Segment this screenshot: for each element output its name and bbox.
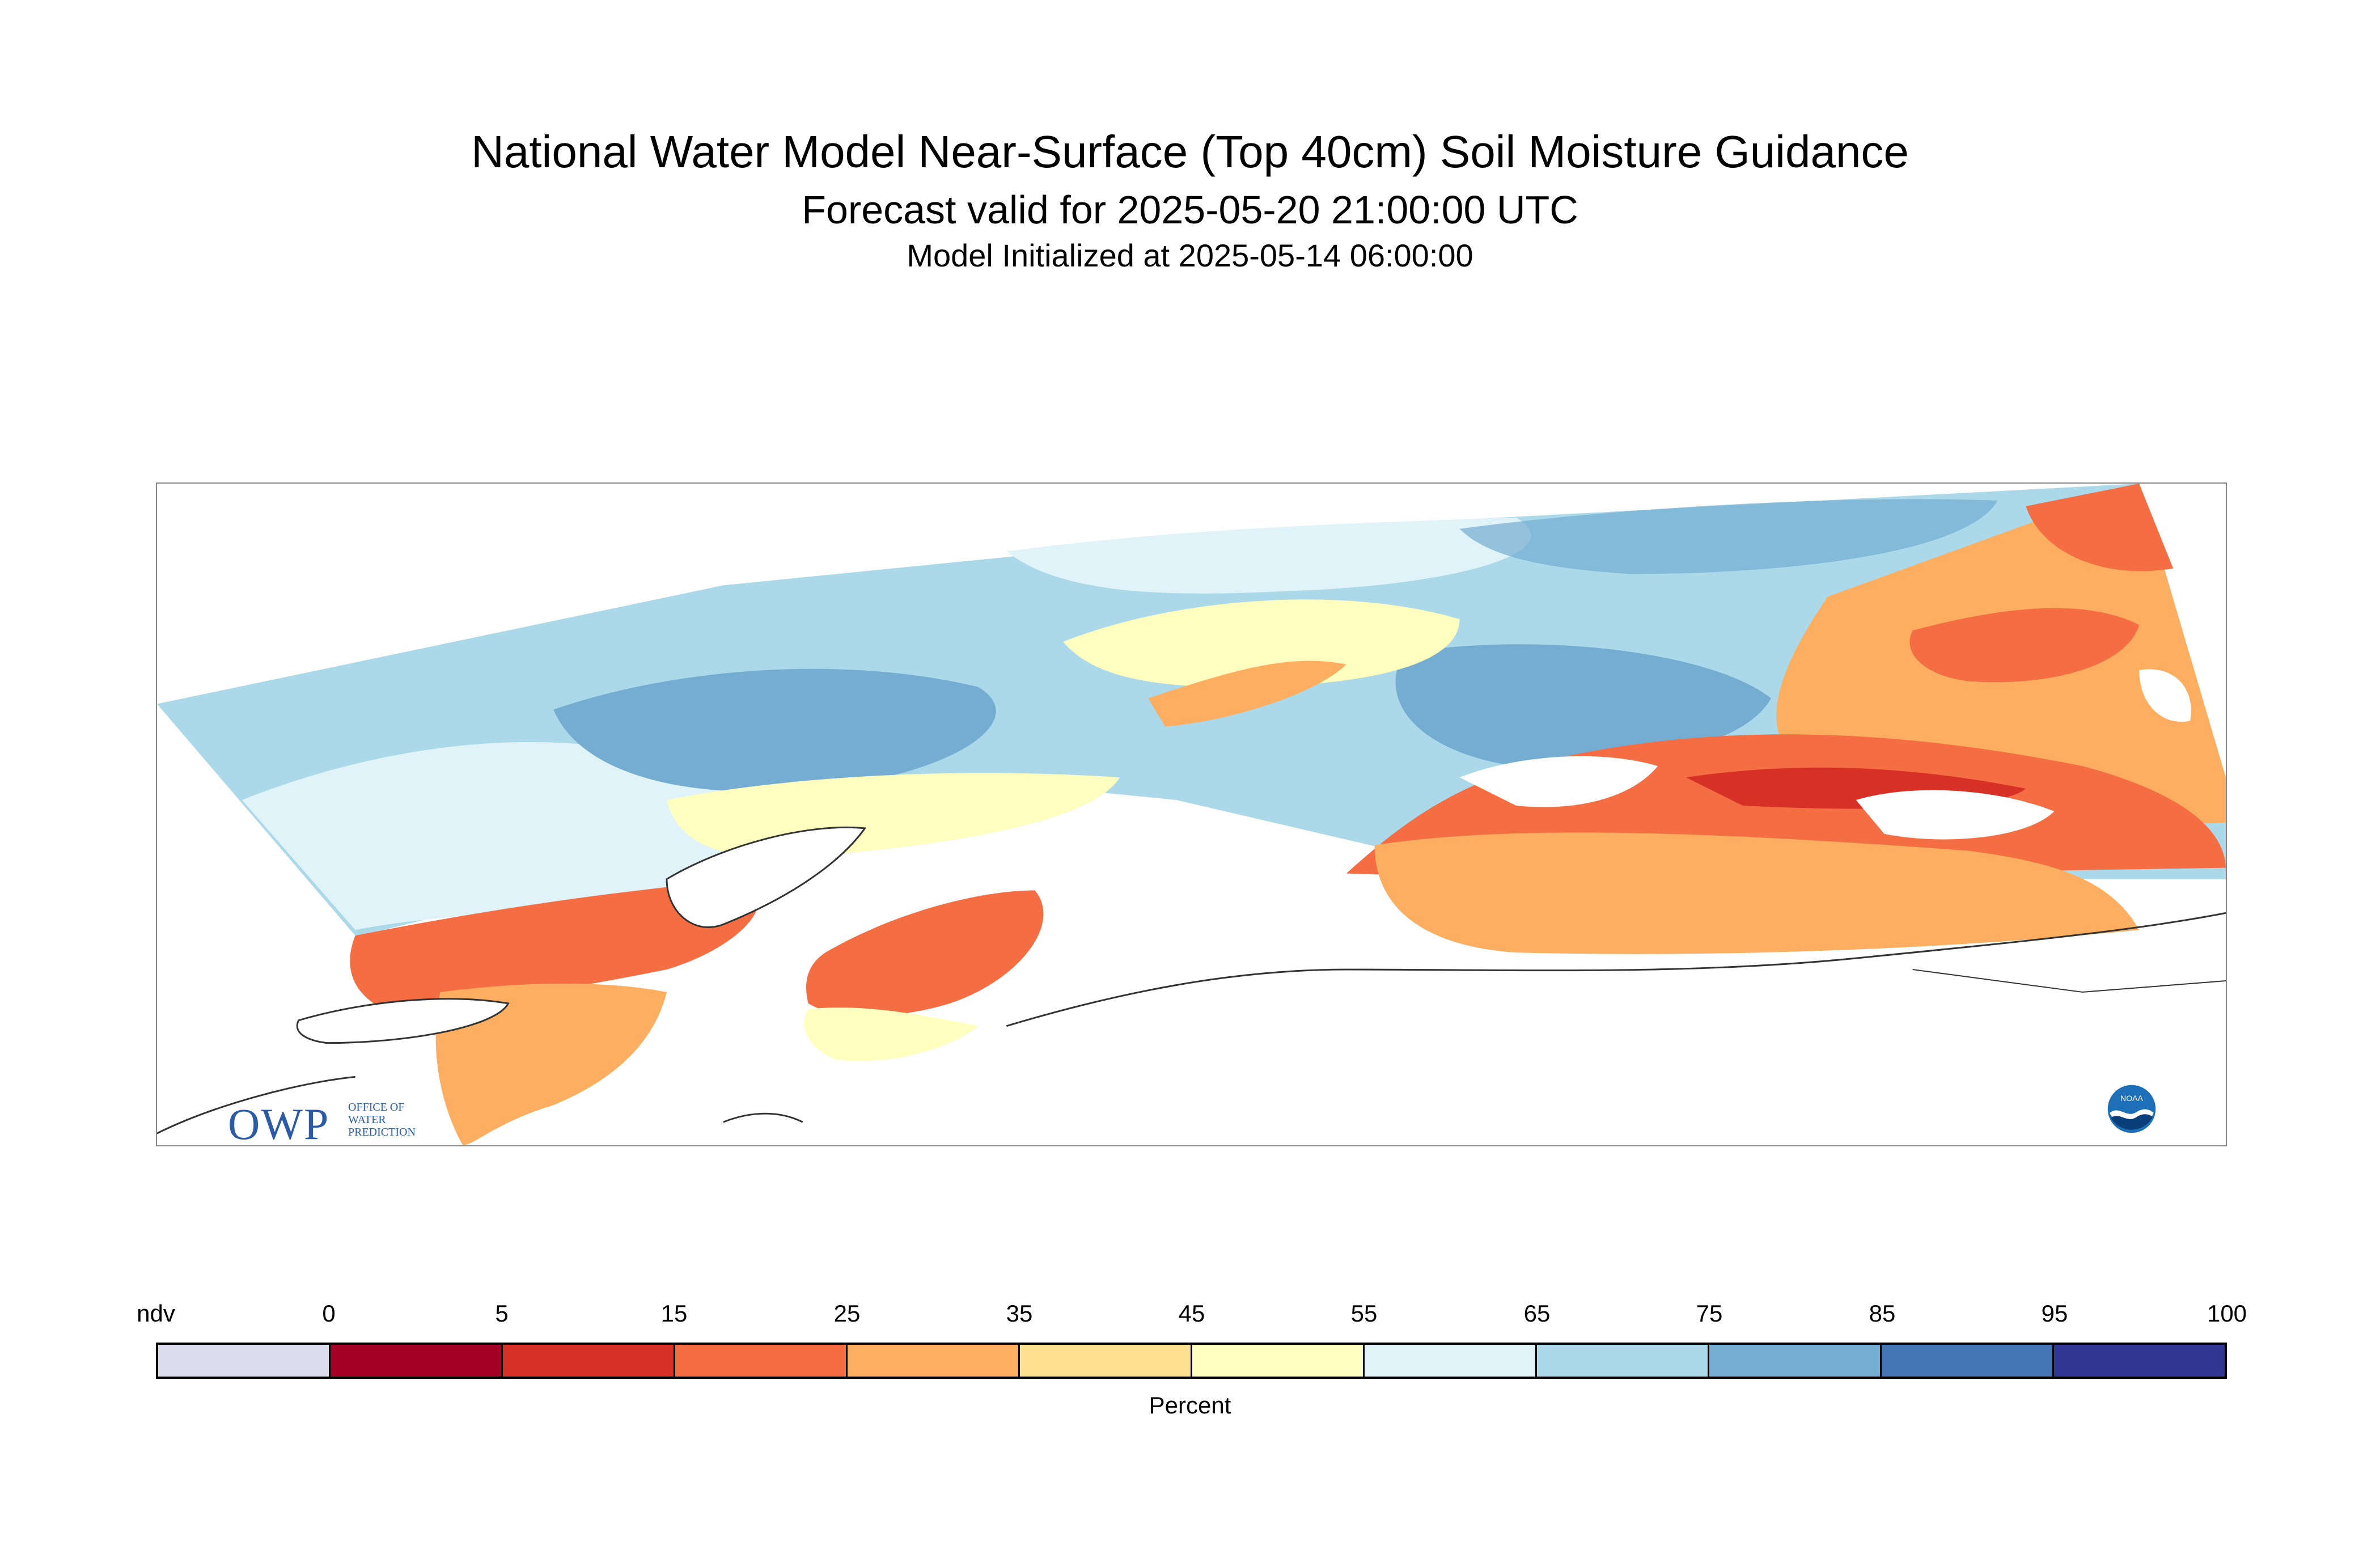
owp-sub-line: WATER [348,1113,386,1126]
no-data-area [1856,790,2055,840]
colorbar [156,1343,2227,1379]
colorbar-tick-label: 100 [2207,1300,2247,1327]
colorbar-tick-label: 95 [2041,1300,2068,1327]
colorbar-segment [1709,1345,1882,1377]
colorbar-tick-labels: ndv 0 5 15 25 35 45 55 65 75 85 95 100 [0,1300,2380,1334]
wet-core-west [553,668,996,792]
model-initialized-line: Model Initialized at 2025-05-14 06:00:00 [907,238,1473,273]
canada-border [1912,969,2226,993]
very-dry-east [1909,608,2140,683]
southwest-coastline [157,1075,355,1134]
colorbar-segment [675,1345,848,1377]
colorbar-tick-label: 35 [1006,1300,1033,1327]
colorbar-segment [1537,1345,1709,1377]
kenai-tip [804,1007,979,1061]
kenai-peninsula [806,890,1044,1017]
wet-core-north [1459,499,1998,574]
colorbar-segment [158,1345,331,1377]
colorbar-segment [848,1345,1020,1377]
map-panel: OWP OFFICE OF WATER PREDICTION NOAA [156,482,2227,1146]
bristol-bay [296,998,510,1044]
colorbar-tick-label: 25 [833,1300,861,1327]
owp-logo: OWP OFFICE OF WATER PREDICTION [228,1099,443,1146]
colorbar-segment [331,1345,503,1377]
owp-logo-subtitle: OFFICE OF WATER PREDICTION [348,1101,416,1138]
colorbar-tick-label: 15 [660,1300,688,1327]
owp-logo-letters: OWP [228,1099,330,1146]
moderate-moisture-band [1063,599,1460,687]
owp-sub-line: PREDICTION [348,1126,416,1138]
orange-streak [1148,660,1346,727]
cook-inlet [666,826,867,928]
colorbar-segment [1365,1345,1537,1377]
pale-wet-patch [242,742,747,930]
colorbar-tick-label: 5 [495,1300,509,1327]
colorbar-tick-label: ndv [137,1300,175,1327]
colorbar-segment [1192,1345,1365,1377]
no-data-area [2139,669,2191,722]
dry-region-southwest-orange [435,983,667,1145]
very-dry-north [2026,484,2174,571]
dry-region-south-orange [1374,832,2140,954]
pale-wet-patch [1006,517,1531,594]
soil-moisture-map [157,484,2226,1145]
colorbar-tick-label: 85 [1869,1300,1896,1327]
no-data-area [1459,756,1658,807]
svg-text:NOAA: NOAA [2120,1094,2144,1103]
colorbar-segment [503,1345,675,1377]
dry-region-southwest [350,879,760,1009]
gulf-coastline [1006,912,2226,1027]
colorbar-segment [1020,1345,1192,1377]
colorbar-tick-label: 75 [1696,1300,1723,1327]
forecast-valid-line: Forecast valid for 2025-05-20 21:00:00 U… [802,188,1578,232]
colorbar-title: Percent [1149,1392,1231,1418]
colorbar-segment [1882,1345,2054,1377]
colorbar-tick-label: 45 [1178,1300,1205,1327]
island-arc [723,1112,803,1123]
wet-core-central [1395,644,1771,767]
colorbar-tick-label: 55 [1350,1300,1378,1327]
colorbar-segment [2054,1345,2225,1377]
owp-sub-line: OFFICE OF [348,1101,405,1113]
chart-title: National Water Model Near-Surface (Top 4… [471,126,1909,177]
colorbar-tick-label: 0 [322,1300,336,1327]
colorbar-tick-label: 65 [1523,1300,1551,1327]
noaa-logo-icon: NOAA [2107,1085,2156,1133]
